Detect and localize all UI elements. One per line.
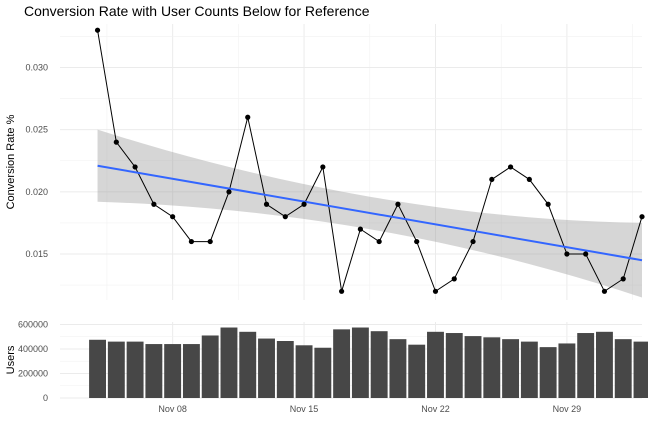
user-bar — [464, 336, 482, 398]
user-bar — [427, 331, 444, 398]
conversion-rate-point — [432, 288, 439, 294]
user-bar — [89, 339, 106, 398]
bottom-y-axis-title: Users — [5, 345, 17, 374]
top-gridlines — [60, 24, 642, 300]
x-tick-label: Nov 08 — [158, 404, 187, 414]
x-tick-label: Nov 22 — [421, 404, 450, 414]
bottom-y-tick-label: 400000 — [18, 344, 48, 354]
user-bar — [483, 337, 501, 398]
user-bar — [182, 344, 200, 398]
top-y-tick-label: 0.030 — [25, 63, 48, 73]
conversion-rate-point — [282, 214, 288, 220]
conversion-rate-point — [357, 226, 363, 232]
user-bars — [89, 327, 648, 398]
conversion-rate-points — [94, 27, 645, 294]
conversion-rate-line — [97, 30, 643, 293]
top-y-tick-labels: 0.015 0.020 0.025 0.030 — [25, 63, 48, 259]
user-bar — [258, 338, 275, 398]
conversion-rate-point — [507, 164, 514, 170]
user-bar — [408, 344, 426, 398]
user-bar — [126, 341, 144, 398]
conversion-rate-point — [601, 288, 608, 294]
bottom-y-tick-label: 200000 — [18, 368, 48, 378]
user-bar — [502, 339, 520, 398]
conversion-rate-point — [151, 201, 157, 207]
conversion-rate-point — [301, 201, 307, 207]
conversion-rate-point — [526, 176, 532, 183]
user-bar — [201, 335, 219, 398]
user-bar — [276, 341, 294, 398]
conversion-rate-point — [583, 251, 589, 257]
user-bar — [295, 345, 313, 398]
conversion-rate-point — [395, 201, 401, 207]
user-bar — [333, 329, 351, 398]
conversion-rate-point — [451, 276, 457, 282]
conversion-rate-point — [113, 139, 119, 145]
user-bar — [314, 347, 332, 398]
trend-line — [97, 164, 643, 262]
conversion-rate-point — [339, 288, 345, 294]
user-bar — [596, 331, 613, 398]
conversion-rate-point — [132, 164, 138, 170]
user-bar — [239, 331, 257, 398]
conversion-rate-point — [188, 238, 195, 245]
conversion-rate-point — [226, 189, 232, 195]
conversion-rate-point — [545, 201, 551, 207]
user-bar — [445, 333, 463, 398]
conversion-rate-point — [263, 201, 270, 207]
conversion-rate-panel: 0.015 0.020 0.025 0.030 Conversion Rate % — [5, 24, 645, 300]
bottom-y-tick-label: 600000 — [18, 319, 48, 329]
user-bar — [351, 327, 369, 398]
bottom-y-tick-label: 0 — [43, 393, 48, 403]
x-tick-label: Nov 29 — [553, 404, 582, 414]
conversion-rate-point — [470, 238, 476, 245]
conversion-rate-point — [320, 164, 326, 170]
user-bar — [220, 327, 238, 398]
conversion-rate-point — [170, 214, 176, 220]
top-y-axis-title: Conversion Rate % — [5, 114, 17, 209]
user-bar — [614, 339, 632, 398]
user-bar — [370, 331, 388, 398]
user-bar — [558, 343, 576, 398]
conversion-rate-point — [94, 27, 101, 33]
conversion-rate-point — [245, 114, 251, 120]
user-bar — [389, 339, 407, 398]
conversion-rate-point — [639, 214, 645, 220]
user-bar — [539, 347, 557, 398]
top-y-tick-label: 0.020 — [25, 187, 48, 197]
user-bar — [145, 344, 163, 398]
conversion-rate-point — [620, 276, 626, 282]
conversion-rate-point — [376, 238, 382, 245]
conversion-rate-point — [414, 238, 420, 245]
user-bar — [520, 341, 538, 398]
x-tick-label: Nov 15 — [290, 404, 319, 414]
conversion-rate-point — [564, 251, 570, 257]
conversion-rate-point — [489, 176, 495, 183]
conversion-rate-point — [207, 238, 213, 245]
user-bar — [164, 344, 182, 398]
bottom-y-tick-labels: 0 200000 400000 600000 — [18, 319, 48, 403]
user-bar — [107, 341, 125, 398]
user-bar — [633, 341, 648, 398]
chart-title: Conversion Rate with User Counts Below f… — [24, 3, 370, 19]
x-tick-labels: Nov 08 Nov 15 Nov 22 Nov 29 — [158, 404, 581, 414]
top-y-tick-label: 0.025 — [25, 125, 48, 135]
top-y-tick-label: 0.015 — [25, 249, 48, 259]
user-bar — [577, 333, 595, 398]
